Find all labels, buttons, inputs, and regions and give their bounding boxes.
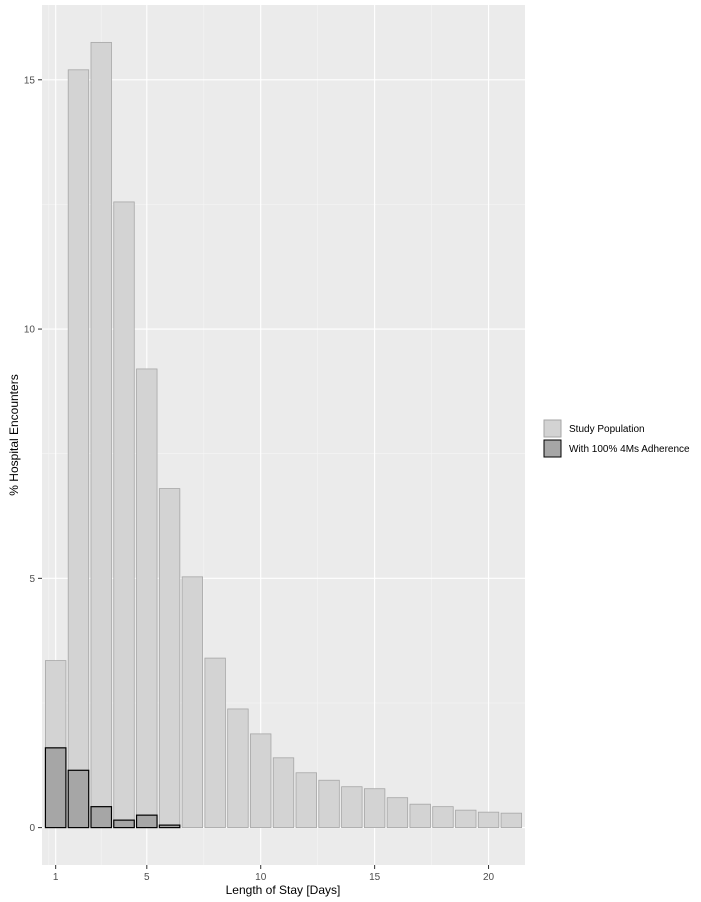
study-population-bar	[227, 708, 249, 829]
adherence-bar	[44, 747, 67, 829]
adherence-bars	[44, 747, 181, 829]
adherence-bar	[90, 806, 113, 829]
x-tick-label: 10	[255, 872, 267, 883]
study-population-bar	[181, 576, 204, 829]
x-axis: 1 5 10 15 20	[53, 865, 495, 883]
adherence-bar	[67, 769, 90, 829]
y-tick-label: 10	[24, 325, 36, 336]
study-population-bar	[272, 757, 295, 829]
x-axis-title: Length of Stay [Days]	[226, 883, 341, 897]
study-population-bar	[477, 811, 500, 829]
study-population-bar	[158, 488, 181, 829]
study-population-bar	[409, 803, 431, 829]
study-population-bar	[455, 809, 477, 829]
y-tick-label: 5	[29, 574, 35, 585]
y-tick-label: 15	[24, 75, 36, 86]
study-population-bar	[432, 806, 454, 829]
study-population-bar	[318, 779, 340, 829]
legend: Study Population With 100% 4Ms Adherence	[543, 419, 690, 458]
x-tick-label: 20	[483, 872, 495, 883]
adherence-bar	[158, 824, 181, 829]
legend-key-adherence	[543, 439, 562, 458]
adherence-bar	[135, 814, 158, 829]
study-population-bar	[204, 657, 226, 829]
study-population-bar	[341, 786, 363, 829]
study-population-bar	[250, 733, 272, 829]
x-tick-label: 15	[369, 872, 381, 883]
y-tick-label: 0	[29, 823, 35, 834]
study-population-bar	[67, 69, 90, 829]
study-population-bar	[295, 772, 317, 829]
adherence-bar	[113, 819, 135, 829]
legend-label-study-population: Study Population	[569, 424, 645, 435]
y-axis-title: % Hospital Encounters	[7, 374, 21, 495]
study-population-bar	[113, 201, 135, 829]
study-population-bar	[363, 788, 386, 829]
study-population-bar	[90, 41, 112, 829]
study-population-bar	[386, 797, 409, 829]
x-tick-label: 1	[53, 872, 59, 883]
legend-label-adherence: With 100% 4Ms Adherence	[569, 444, 690, 455]
x-tick-label: 5	[144, 872, 150, 883]
legend-key-study-population	[543, 419, 562, 438]
y-axis: 0 5 10 15	[24, 75, 42, 834]
study-population-bar	[500, 812, 522, 829]
study-population-bar	[136, 368, 158, 829]
